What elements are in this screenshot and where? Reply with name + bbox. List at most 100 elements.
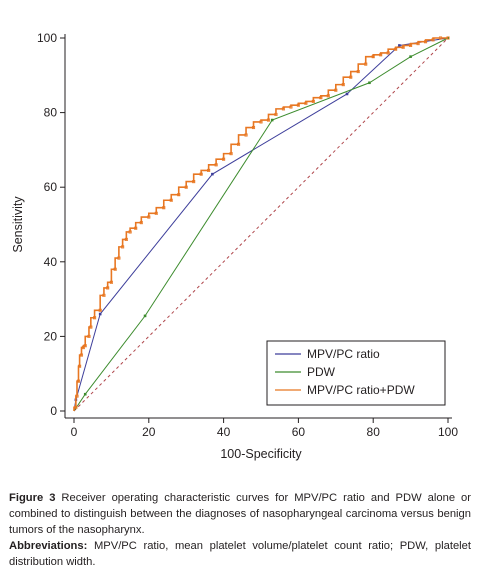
caption-abbreviations-text: MPV/PC ratio, mean platelet volume/plate… [9, 540, 471, 568]
series-point [177, 193, 181, 197]
legend: MPV/PC ratio PDW MPV/PC ratio+PDW [266, 340, 446, 406]
series-point [214, 163, 218, 167]
series-point [281, 107, 285, 111]
series-point [93, 316, 97, 320]
series-point [102, 293, 106, 297]
x-tick-label: 80 [367, 425, 381, 439]
caption-abbreviations: Abbreviations: MPV/PC ratio, mean platel… [9, 538, 471, 570]
series-point [409, 43, 413, 48]
series-point [124, 237, 128, 241]
series-group [73, 36, 450, 412]
series-point [89, 325, 93, 329]
series-point [438, 36, 443, 40]
series-point [409, 55, 412, 58]
y-tick-label: 80 [44, 106, 58, 120]
series-point [296, 103, 300, 107]
y-tick-label: 20 [44, 329, 58, 343]
series-point [379, 53, 383, 57]
x-tick-label: 40 [217, 425, 231, 439]
axes [60, 34, 452, 423]
series-point [431, 38, 435, 42]
series-point [207, 168, 211, 172]
series-point [371, 55, 375, 59]
tick-labels: 0 20 40 60 80 100 0 20 40 60 80 100 [37, 31, 458, 439]
x-tick-label: 20 [142, 425, 156, 439]
series-point [134, 226, 138, 230]
series-point [398, 44, 401, 47]
y-tick-label: 60 [44, 180, 58, 194]
series-point [334, 88, 338, 92]
reference-diagonal [73, 37, 449, 412]
series-point [74, 405, 78, 409]
series-point [117, 256, 121, 260]
series-point [446, 36, 450, 40]
series-point [244, 133, 248, 137]
series-point [349, 75, 353, 79]
x-tick-label: 60 [292, 425, 306, 439]
series-point [394, 47, 398, 51]
series-point [266, 118, 271, 122]
series-point [416, 42, 420, 46]
series-point [326, 94, 330, 98]
series-point [79, 353, 84, 357]
x-tick-label: 0 [71, 425, 78, 439]
series-point [237, 142, 241, 146]
series-point [83, 344, 87, 348]
series-point [211, 172, 214, 176]
series-point [143, 314, 147, 318]
series-point [184, 185, 188, 189]
series-point [109, 280, 113, 284]
series-point [386, 51, 390, 55]
series-point [139, 221, 143, 225]
legend-entry: MPV/PC ratio [307, 347, 380, 361]
series-point [154, 211, 158, 215]
legend-box [266, 340, 446, 406]
y-tick-label: 40 [44, 255, 58, 269]
figure-caption: Figure 3 Receiver operating characterist… [9, 490, 471, 570]
series-point [251, 125, 256, 130]
series-point [401, 45, 405, 49]
series-point [169, 198, 173, 202]
series-point [121, 245, 125, 249]
series-point [345, 92, 349, 96]
series-point [162, 206, 166, 210]
series-point [424, 40, 428, 44]
y-tick-label: 0 [50, 404, 57, 418]
roc-chart: 0 20 40 60 80 100 0 20 40 60 80 100 100-Specificity… [11, 31, 458, 461]
series-point [356, 70, 360, 74]
x-axis-label: 100-Specificity [220, 447, 302, 461]
x-tick-label: 100 [438, 425, 458, 439]
series-point [78, 364, 82, 368]
series-line-3 [73, 37, 448, 411]
series-point [106, 286, 110, 290]
series-point [364, 62, 368, 66]
series-point [81, 346, 85, 350]
series-point [341, 83, 345, 87]
legend-entry: PDW [307, 365, 336, 379]
y-tick-label: 100 [37, 31, 57, 45]
series-point [98, 308, 102, 312]
series-point [147, 215, 151, 219]
series-point [274, 112, 278, 117]
series-point [113, 267, 117, 271]
series-point [319, 96, 323, 100]
series-point [199, 172, 203, 176]
y-axis-label: Sensitivity [11, 196, 25, 253]
series-point [76, 379, 81, 383]
series-point [259, 120, 263, 124]
series-point [192, 180, 196, 184]
series-point [83, 392, 87, 396]
legend-entry: MPV/PC ratio+PDW [307, 383, 415, 397]
series-point [368, 81, 371, 85]
series-point [270, 118, 274, 122]
series-point [75, 394, 79, 398]
caption-abbreviations-label: Abbreviations: [9, 540, 88, 552]
caption-main: Figure 3 Receiver operating characterist… [9, 490, 471, 538]
series-point [229, 152, 233, 156]
series-point [222, 157, 226, 161]
caption-text: Receiver operating characteristic curves… [9, 492, 471, 536]
caption-figure-label: Figure 3 [9, 492, 56, 504]
series-point [289, 105, 293, 109]
series-point [311, 99, 315, 103]
series-point [128, 230, 132, 234]
